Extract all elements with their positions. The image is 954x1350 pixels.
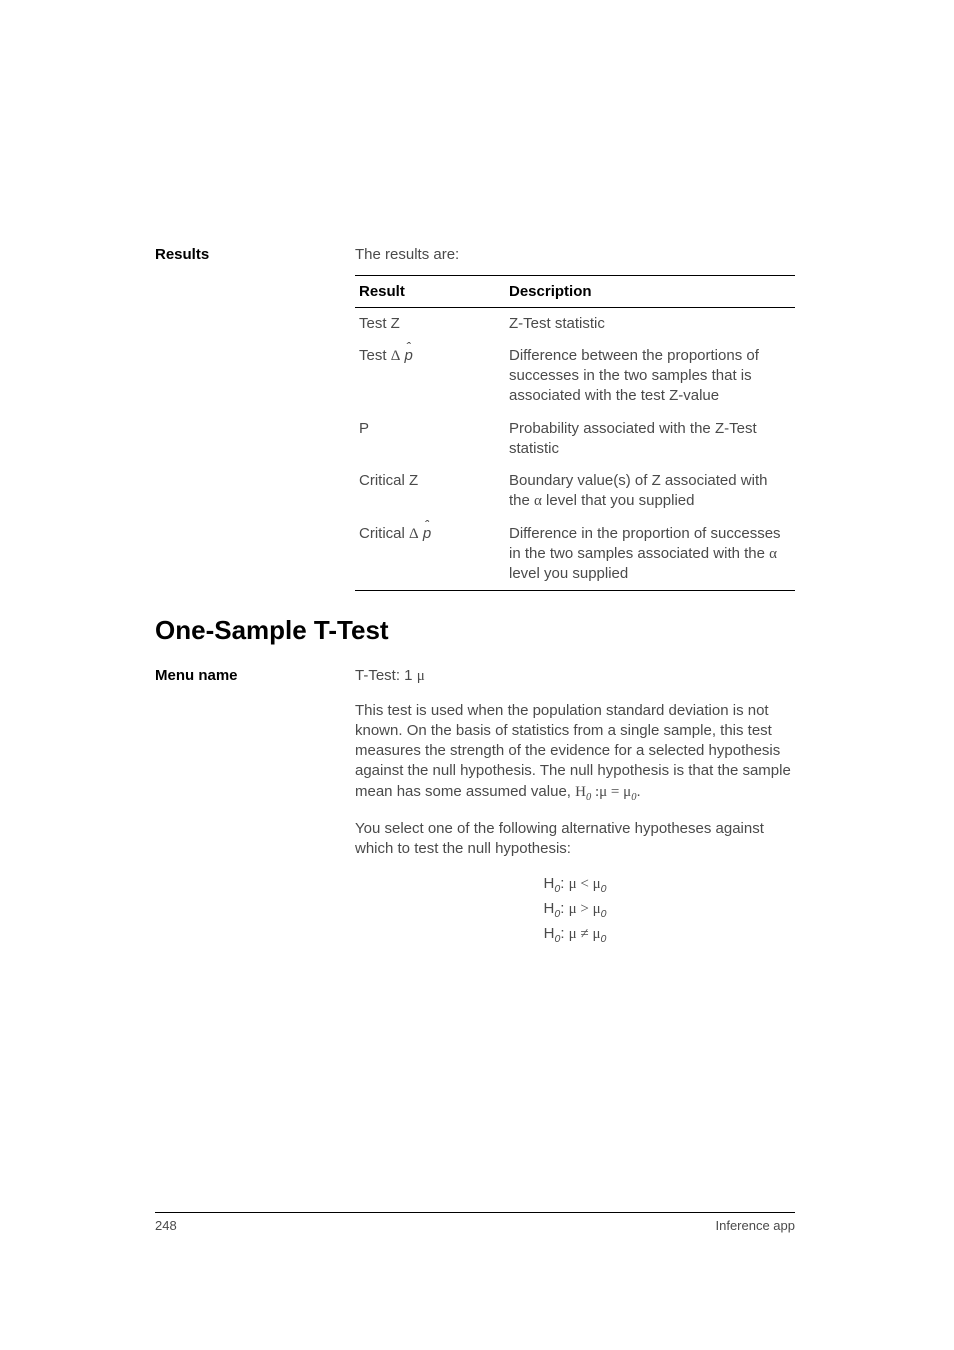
- table-header-row: Result Description: [355, 276, 795, 307]
- menu-name-label-text: Menu name: [155, 667, 238, 684]
- result-name: Test Z: [355, 307, 505, 340]
- table-row: Test Δ pDifference between the proportio…: [355, 340, 795, 413]
- footer-title: Inference app: [715, 1217, 795, 1235]
- results-table: Result Description Test ZZ-Test statisti…: [355, 275, 795, 591]
- result-desc: Z-Test statistic: [505, 307, 795, 340]
- result-name: Test Δ p: [355, 340, 505, 413]
- ttest-para2: You select one of the following alternat…: [355, 819, 795, 860]
- hypothesis-line: H0: μ < μ0: [355, 873, 795, 898]
- table-row: PProbability associated with the Z-Test …: [355, 413, 795, 466]
- result-name: P: [355, 413, 505, 466]
- col-result: Result: [355, 276, 505, 307]
- results-label-text: Results: [155, 246, 209, 263]
- result-desc: Boundary value(s) of Z associated with t…: [505, 465, 795, 518]
- hypotheses-block: H0: μ < μ0H0: μ > μ0H0: μ ≠ μ0: [355, 873, 795, 947]
- hypothesis-line: H0: μ > μ0: [355, 898, 795, 923]
- menu-name-content: T-Test: 1 μ This test is used when the p…: [355, 666, 795, 947]
- result-name: Critical Δ p: [355, 518, 505, 591]
- section-results: Results The results are: Result Descript…: [155, 245, 795, 591]
- section-menu-name: Menu name T-Test: 1 μ This test is used …: [155, 666, 795, 947]
- results-content: The results are: Result Description Test…: [355, 245, 795, 591]
- results-intro: The results are:: [355, 245, 795, 265]
- result-desc: Difference in the proportion of successe…: [505, 518, 795, 591]
- page-footer: 248 Inference app: [155, 1212, 795, 1235]
- result-name: Critical Z: [355, 465, 505, 518]
- hypothesis-line: H0: μ ≠ μ0: [355, 923, 795, 948]
- page-number: 248: [155, 1217, 177, 1235]
- ttest-para1: This test is used when the population st…: [355, 701, 795, 805]
- menu-name-label: Menu name: [155, 666, 355, 686]
- section-heading-one-sample-ttest: One-Sample T-Test: [155, 613, 795, 648]
- results-label: Results: [155, 245, 355, 265]
- table-row: Critical Δ pDifference in the proportion…: [355, 518, 795, 591]
- result-desc: Probability associated with the Z-Test s…: [505, 413, 795, 466]
- result-desc: Difference between the proportions of su…: [505, 340, 795, 413]
- table-row: Test ZZ-Test statistic: [355, 307, 795, 340]
- table-row: Critical ZBoundary value(s) of Z associa…: [355, 465, 795, 518]
- menu-name-value: T-Test: 1 μ: [355, 666, 795, 686]
- col-description: Description: [505, 276, 795, 307]
